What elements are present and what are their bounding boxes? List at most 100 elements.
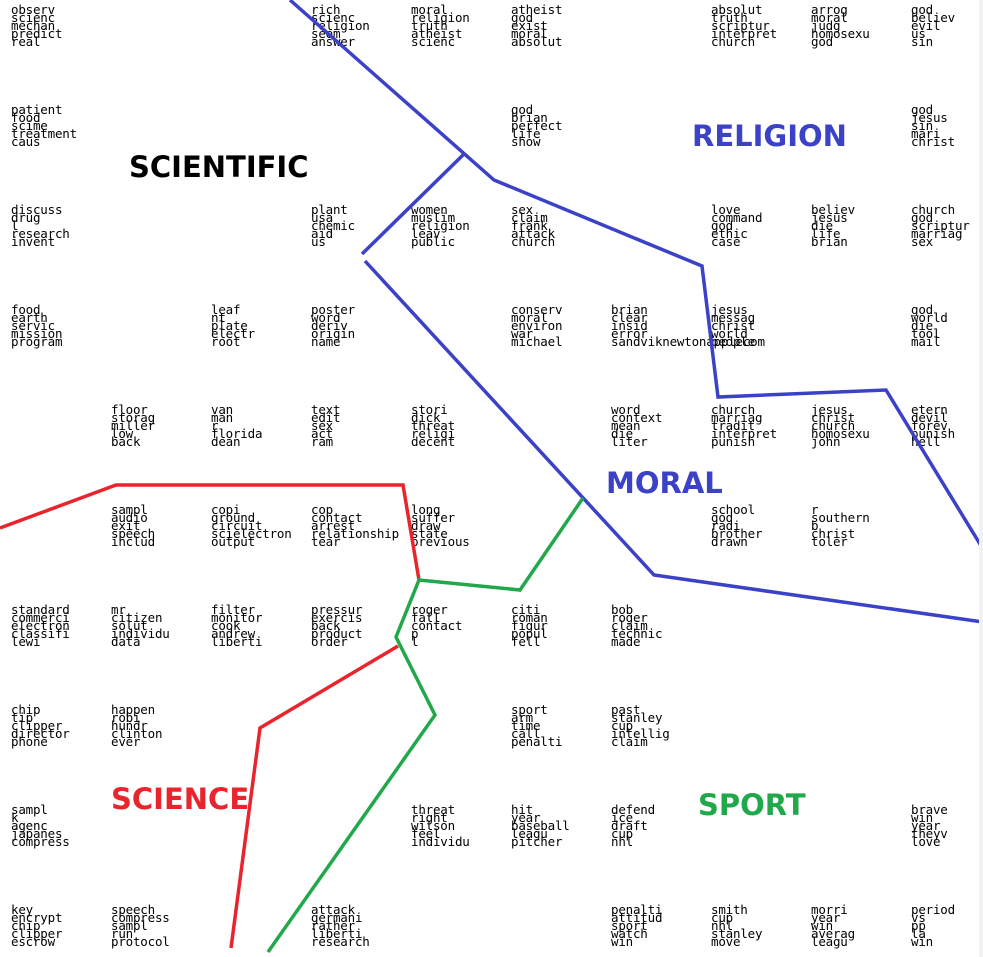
word: people bbox=[711, 334, 755, 349]
word: sex bbox=[511, 202, 533, 217]
word: exit bbox=[111, 518, 141, 533]
word: edit bbox=[311, 410, 341, 425]
word: floor bbox=[111, 402, 148, 417]
word-cell: women muslim religion leav public bbox=[411, 202, 470, 248]
word-cell: chip tip clipper director phone bbox=[11, 703, 70, 748]
word: fall bbox=[411, 610, 441, 625]
word: text bbox=[311, 402, 341, 417]
word: l bbox=[411, 634, 419, 649]
word-cell: god believ evil us sin bbox=[911, 2, 955, 48]
word: sampl bbox=[111, 918, 148, 933]
label-moral: MORAL bbox=[606, 466, 723, 500]
word: miller bbox=[111, 418, 155, 433]
word: exist bbox=[511, 18, 548, 33]
word: roman bbox=[511, 610, 548, 625]
word: error bbox=[611, 326, 648, 341]
word: electron bbox=[11, 618, 70, 633]
word: insid bbox=[611, 318, 648, 333]
word: previous bbox=[411, 534, 470, 549]
word: pitcher bbox=[511, 834, 563, 849]
word: individu bbox=[411, 834, 470, 849]
word: women bbox=[411, 202, 448, 217]
word: deriv bbox=[311, 318, 348, 333]
label-religion: RELIGION bbox=[692, 119, 847, 153]
word-cell: word context mean die liter bbox=[611, 403, 662, 449]
word: chemic bbox=[311, 218, 355, 233]
word: liter bbox=[611, 434, 648, 449]
word: sex bbox=[911, 234, 933, 249]
word-cell: citi roman figur popul fell bbox=[511, 602, 548, 649]
label-sport: SPORT bbox=[698, 788, 806, 822]
word: classifi bbox=[11, 626, 70, 641]
word: god bbox=[511, 102, 533, 117]
word: root bbox=[211, 334, 241, 349]
word: hundr bbox=[111, 718, 148, 733]
word: year bbox=[811, 910, 841, 925]
word: fell bbox=[511, 634, 541, 649]
word: discuss bbox=[11, 202, 63, 217]
word-cell: jesus christ church homosexu john bbox=[811, 402, 870, 448]
word: back bbox=[111, 434, 141, 449]
word: leagu bbox=[511, 826, 548, 841]
word: move bbox=[711, 934, 741, 949]
word: citi bbox=[511, 602, 541, 617]
word: food bbox=[11, 110, 41, 125]
word: speech bbox=[111, 526, 155, 541]
word: andrew bbox=[211, 626, 255, 641]
word: win bbox=[811, 918, 833, 933]
word: punish bbox=[911, 426, 955, 441]
word: output bbox=[211, 534, 255, 549]
word: scriptur bbox=[911, 218, 970, 233]
word: order bbox=[311, 634, 348, 649]
word: jesus bbox=[811, 402, 848, 417]
word: answer bbox=[311, 34, 355, 49]
word: interpret bbox=[711, 26, 777, 41]
word: mail bbox=[911, 334, 941, 349]
word-cell: morri year win averag leagu bbox=[811, 903, 855, 948]
word: man bbox=[211, 410, 233, 425]
word-cell: defend ice draft cup nhl bbox=[611, 803, 655, 849]
word-cell: brian clear insid error sandviknewtonappleco… bbox=[611, 303, 765, 348]
word-cell: copi ground circuit scielectron output bbox=[211, 503, 292, 549]
word: life bbox=[511, 126, 541, 141]
word: scime bbox=[11, 118, 48, 133]
word: year bbox=[911, 818, 941, 833]
word: truth bbox=[711, 10, 748, 25]
word: low bbox=[111, 426, 133, 441]
word: relationship bbox=[311, 526, 399, 541]
word-cell: patient food scime treatment caus bbox=[11, 103, 77, 148]
word: pressur bbox=[311, 602, 363, 617]
word: sin bbox=[911, 118, 933, 133]
word: homosexu bbox=[811, 26, 870, 41]
word: marriag bbox=[911, 226, 963, 241]
word-cell: atheist god exist moral absolut bbox=[511, 3, 562, 48]
word: florida bbox=[211, 426, 263, 441]
word: aid bbox=[311, 226, 333, 241]
word: contact bbox=[411, 618, 463, 633]
moral-boundary bbox=[363, 259, 983, 624]
word-cell: jesus messag christ world people bbox=[711, 303, 755, 349]
word: plant bbox=[311, 202, 348, 217]
word: war bbox=[511, 326, 533, 341]
word: church bbox=[711, 402, 755, 417]
word: dean bbox=[211, 434, 241, 449]
word-cell: text edit sex act ram bbox=[311, 402, 341, 448]
word-cell: cop contact arrest relationship tear bbox=[311, 503, 399, 548]
word-cell: church marriag tradit interpret punish bbox=[711, 402, 777, 448]
word-cell: penalti attitud sport watch win bbox=[611, 903, 662, 949]
word: predict bbox=[11, 26, 63, 41]
word: compress bbox=[111, 910, 170, 925]
word: god bbox=[911, 2, 933, 17]
word: electr bbox=[211, 326, 255, 341]
word: nhl bbox=[611, 834, 633, 849]
word: mr bbox=[111, 602, 126, 617]
word-cell: arrog moral judg homosexu god bbox=[811, 3, 870, 48]
word: god bbox=[711, 510, 733, 525]
word-cell: sampl audio exit speech includ bbox=[111, 503, 155, 548]
word: god bbox=[711, 218, 733, 233]
word-cell: god world die tool mail bbox=[911, 303, 948, 349]
word: environ bbox=[511, 318, 563, 333]
word-cell: plant usa chemic aid us bbox=[311, 202, 355, 248]
word: win bbox=[611, 934, 633, 949]
word-cell: sex claim frank attack church bbox=[511, 202, 555, 248]
